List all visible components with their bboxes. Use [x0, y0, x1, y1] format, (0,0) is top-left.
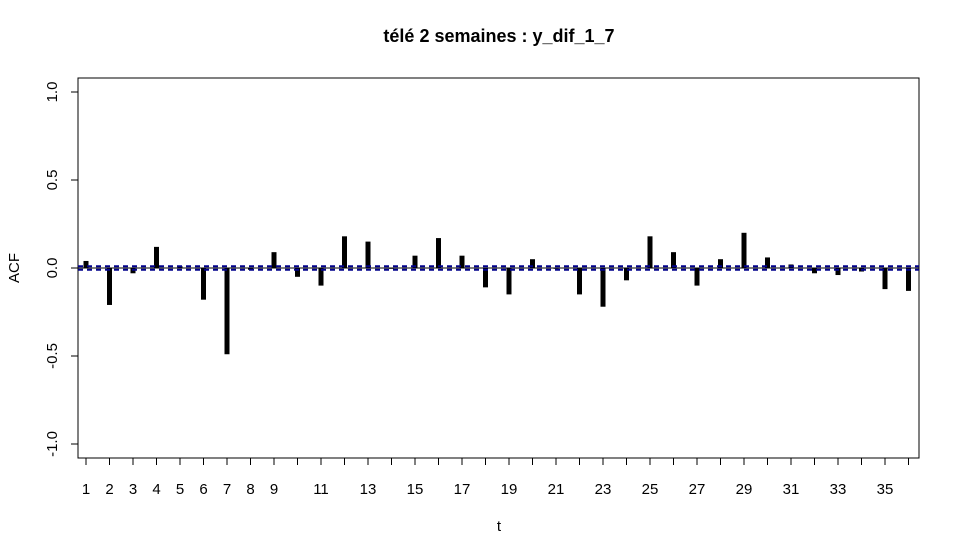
acf-bar: [154, 246, 159, 268]
x-tick-label: 35: [877, 481, 894, 498]
acf-bar: [647, 236, 653, 268]
acf-bar: [107, 268, 112, 305]
x-tick-label: 27: [689, 481, 706, 498]
x-tick-label: 23: [595, 481, 612, 498]
x-tick-label: 3: [129, 481, 137, 498]
x-tick-label: 31: [783, 481, 800, 498]
y-tick-label: 0.0: [44, 258, 61, 279]
acf-bar: [530, 259, 535, 268]
acf-bar: [295, 268, 300, 277]
x-axis: 1 2 3 4 5 6 7 8 9 11 13 15 17 19 21 23 25 27 29 31 33 35: [82, 457, 909, 498]
acf-bar: [671, 252, 676, 268]
acf-bar: [483, 268, 488, 288]
x-tick-label: 9: [270, 481, 278, 498]
acf-bar: [83, 260, 89, 268]
acf-bar: [342, 236, 347, 268]
acf-bar: [718, 259, 723, 268]
x-tick-label: 8: [246, 481, 254, 498]
x-tick-label: 7: [223, 481, 231, 498]
y-tick-label: -0.5: [44, 343, 61, 369]
acf-bar: [835, 268, 841, 276]
x-tick-label: 25: [642, 481, 659, 498]
acf-bar: [624, 268, 629, 281]
acf-bar: [318, 268, 324, 286]
acf-bar: [741, 232, 747, 268]
reference-lines: [78, 265, 919, 271]
y-axis-title: ACF: [6, 253, 23, 283]
acf-bar: [694, 268, 700, 286]
acf-bar: [224, 268, 230, 355]
acf-bar: [600, 268, 606, 307]
acf-bar: [906, 268, 911, 291]
x-tick-label: 1: [82, 481, 90, 498]
x-axis-title: t: [497, 518, 502, 535]
x-tick-label: 21: [548, 481, 565, 498]
x-tick-label: 6: [199, 481, 207, 498]
acf-bar: [882, 268, 888, 290]
y-axis: -1.0 -0.5 0.0 0.5 1.0: [44, 82, 79, 457]
x-tick-label: 29: [736, 481, 753, 498]
x-tick-label: 2: [105, 481, 113, 498]
y-tick-label: 0.5: [44, 170, 61, 191]
acf-bar: [271, 252, 277, 268]
acf-bar: [201, 268, 206, 300]
acf-bar: [412, 255, 418, 268]
chart-title: télé 2 semaines : y_dif_1_7: [383, 26, 614, 46]
x-tick-label: 15: [407, 481, 424, 498]
acf-bar: [506, 268, 512, 295]
x-tick-label: 33: [830, 481, 847, 498]
y-tick-label: 1.0: [44, 82, 61, 103]
acf-bars: [83, 232, 911, 355]
acf-bar: [459, 255, 465, 268]
x-tick-label: 4: [152, 481, 160, 498]
y-tick-label: -1.0: [44, 431, 61, 457]
acf-bar: [436, 238, 441, 268]
x-tick-label: 13: [360, 481, 377, 498]
acf-bar: [577, 268, 582, 295]
x-tick-label: 5: [176, 481, 184, 498]
x-tick-label: 19: [501, 481, 518, 498]
acf-bar: [765, 257, 770, 268]
x-tick-label: 11: [313, 481, 329, 498]
acf-bar: [365, 241, 371, 268]
x-tick-label: 17: [454, 481, 471, 498]
acf-bar: [812, 268, 817, 274]
